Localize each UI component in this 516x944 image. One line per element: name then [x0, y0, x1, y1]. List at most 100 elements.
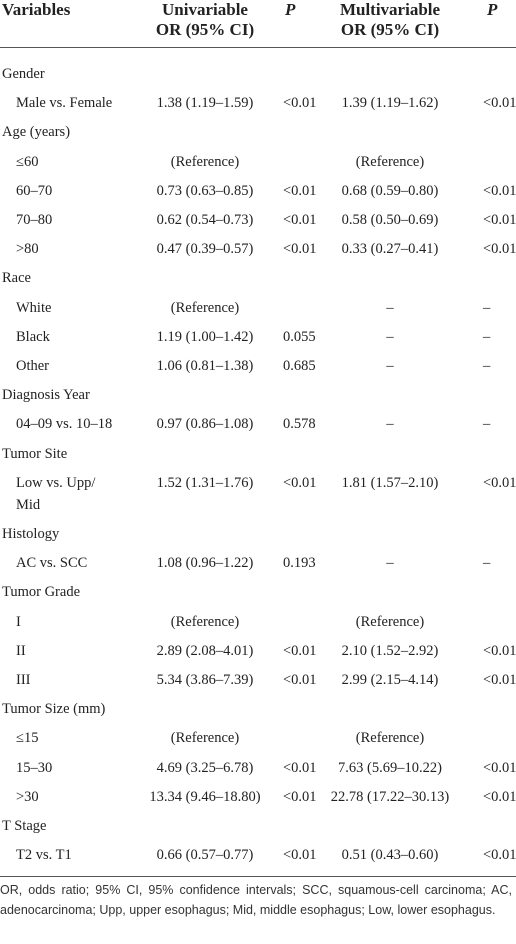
header-univariable: OR (95% CI) — [155, 20, 255, 39]
p-value: <0.01 — [283, 212, 317, 228]
p-value: – — [483, 555, 491, 572]
rule — [0, 876, 516, 877]
header-multivariable: OR (95% CI) — [340, 20, 440, 39]
row-label: >30 — [16, 788, 39, 805]
or-value: 1.52 (1.31–1.76) — [156, 474, 254, 491]
or-value: 22.78 (17.22–30.13) — [330, 788, 450, 805]
or-value: (Reference) — [355, 730, 425, 747]
row-label: Low vs. Upp/ — [16, 474, 96, 491]
section-label: Gender — [2, 66, 45, 82]
row-label: 60–70 — [16, 182, 53, 199]
row-label: >80 — [16, 241, 39, 258]
row-label: White — [16, 299, 52, 316]
section-label: T Stage — [2, 818, 47, 834]
p-value: – — [483, 299, 491, 316]
or-value: 4.69 (3.25–6.78) — [156, 759, 254, 776]
section-label: Age (years) — [2, 124, 71, 141]
p-value: 0.193 — [283, 555, 316, 572]
p-value: <0.01 — [283, 642, 317, 659]
or-value: 7.63 (5.69–10.22) — [338, 759, 442, 776]
p-value: <0.01 — [283, 182, 317, 199]
p-value: – — [483, 416, 491, 433]
p-value: <0.01 — [283, 95, 317, 112]
row-label: 15–30 — [16, 759, 53, 776]
or-value: 0.97 (0.86–1.08) — [156, 416, 254, 433]
p-value: <0.01 — [483, 788, 516, 805]
p-value: <0.01 — [283, 759, 317, 776]
p-value: <0.01 — [283, 672, 317, 688]
p-value: <0.01 — [483, 847, 516, 864]
or-value: 1.19 (1.00–1.42) — [156, 328, 254, 345]
rule — [0, 47, 516, 48]
or-value: 0.47 (0.39–0.57) — [156, 241, 254, 258]
header-p: P — [285, 0, 296, 19]
section-label: Tumor Grade — [2, 584, 81, 601]
header-variables: Variables — [2, 0, 71, 19]
row-label: AC vs. SCC — [16, 555, 88, 572]
p-value: 0.578 — [283, 416, 316, 433]
row-label: ≤60 — [16, 153, 39, 170]
row-label: 70–80 — [16, 212, 53, 228]
p-value: <0.01 — [283, 241, 317, 258]
row-label: Other — [16, 358, 50, 374]
or-value: – — [386, 328, 394, 345]
row-label: 04–09 vs. 10–18 — [16, 416, 113, 433]
or-value: 0.58 (0.50–0.69) — [341, 212, 439, 228]
p-value: <0.01 — [483, 182, 516, 199]
or-value: (Reference) — [170, 153, 240, 170]
section-label: Tumor Site — [2, 445, 68, 462]
or-value: 0.51 (0.43–0.60) — [341, 847, 439, 864]
row-label: Black — [16, 328, 50, 345]
or-value: 1.08 (0.96–1.22) — [156, 555, 254, 572]
or-value: 2.99 (2.15–4.14) — [341, 672, 439, 688]
or-value: (Reference) — [170, 613, 240, 630]
or-value: 0.66 (0.57–0.77) — [156, 847, 254, 864]
or-value: 1.06 (0.81–1.38) — [156, 358, 254, 374]
or-value: 5.34 (3.86–7.39) — [156, 672, 254, 688]
header-p: P — [487, 0, 498, 19]
or-value: 1.39 (1.19–1.62) — [341, 95, 439, 112]
p-value: <0.01 — [483, 642, 516, 659]
p-value: <0.01 — [483, 212, 516, 228]
p-value: – — [483, 358, 491, 374]
p-value: 0.055 — [283, 328, 316, 345]
or-value: 2.89 (2.08–4.01) — [156, 642, 254, 659]
row-label: ≤15 — [16, 730, 39, 747]
p-value: <0.01 — [283, 788, 317, 805]
or-value: – — [386, 299, 394, 316]
or-value: 0.73 (0.63–0.85) — [156, 182, 254, 199]
or-value: 0.68 (0.59–0.80) — [341, 182, 439, 199]
header-multivariable: Multivariable — [339, 0, 441, 19]
section-label: Histology — [2, 526, 60, 542]
p-value: – — [483, 328, 491, 345]
or-value: (Reference) — [170, 730, 240, 747]
p-value: <0.01 — [283, 474, 317, 491]
or-value: 0.33 (0.27–0.41) — [341, 241, 439, 258]
section-label: Diagnosis Year — [2, 387, 90, 404]
or-value: 1.38 (1.19–1.59) — [156, 95, 254, 112]
or-value: (Reference) — [355, 613, 425, 630]
section-label: Tumor Size (mm) — [2, 701, 106, 718]
or-value: (Reference) — [355, 153, 425, 170]
row-label: Male vs. Female — [16, 95, 113, 112]
or-value: (Reference) — [170, 299, 240, 316]
footnote: OR, odds ratio; 95% CI, 95% confidence i… — [0, 883, 512, 917]
or-value: – — [386, 358, 394, 374]
or-value: – — [386, 555, 394, 572]
p-value: <0.01 — [283, 847, 317, 864]
section-label: Race — [2, 270, 31, 287]
or-value: 2.10 (1.52–2.92) — [341, 642, 439, 659]
p-value: <0.01 — [483, 95, 516, 112]
p-value: <0.01 — [483, 241, 516, 258]
or-value: – — [386, 416, 394, 433]
p-value: 0.685 — [283, 358, 316, 374]
p-value: <0.01 — [483, 759, 516, 776]
row-label: Mid — [16, 496, 41, 513]
row-label: II — [16, 642, 26, 659]
row-label: III — [16, 672, 31, 688]
or-value: 13.34 (9.46–18.80) — [149, 788, 261, 805]
header-univariable: Univariable — [162, 0, 248, 19]
or-value: 0.62 (0.54–0.73) — [156, 212, 254, 228]
p-value: <0.01 — [483, 672, 516, 688]
